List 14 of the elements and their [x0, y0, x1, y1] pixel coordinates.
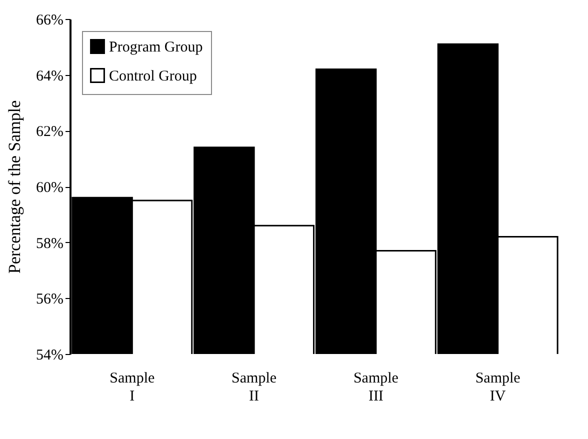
legend-label: Program Group — [109, 40, 203, 56]
y-tick-label: 54% — [36, 348, 64, 364]
y-tick-label: 64% — [36, 68, 64, 84]
y-axis-title: Percentage of the Sample — [5, 100, 24, 274]
y-tick-label: 56% — [36, 292, 64, 308]
x-tick-label: Sample III — [353, 370, 399, 404]
x-tick-label: Sample IV — [475, 370, 521, 404]
y-tick-label: 66% — [36, 12, 64, 28]
y-tick-label: 60% — [36, 180, 64, 196]
x-tick-label: Sample I — [110, 370, 155, 404]
y-tick-label: 58% — [36, 236, 64, 252]
legend-label: Control Group — [109, 68, 197, 84]
x-tick-label: Sample II — [232, 370, 277, 404]
y-tick-label: 62% — [36, 124, 64, 140]
